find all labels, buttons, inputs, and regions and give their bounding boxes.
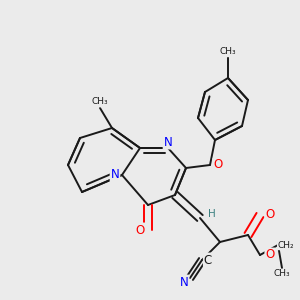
Text: C: C: [204, 254, 212, 266]
Text: CH₃: CH₃: [92, 98, 108, 106]
Text: O: O: [213, 158, 223, 172]
Text: O: O: [135, 224, 145, 236]
Text: CH₂: CH₂: [278, 241, 294, 250]
Text: N: N: [180, 275, 188, 289]
Text: N: N: [164, 136, 172, 148]
Text: CH₃: CH₃: [220, 47, 236, 56]
Text: H: H: [208, 209, 216, 219]
Text: O: O: [266, 248, 274, 262]
Text: CH₃: CH₃: [274, 269, 290, 278]
Text: O: O: [266, 208, 274, 221]
Text: N: N: [111, 169, 119, 182]
